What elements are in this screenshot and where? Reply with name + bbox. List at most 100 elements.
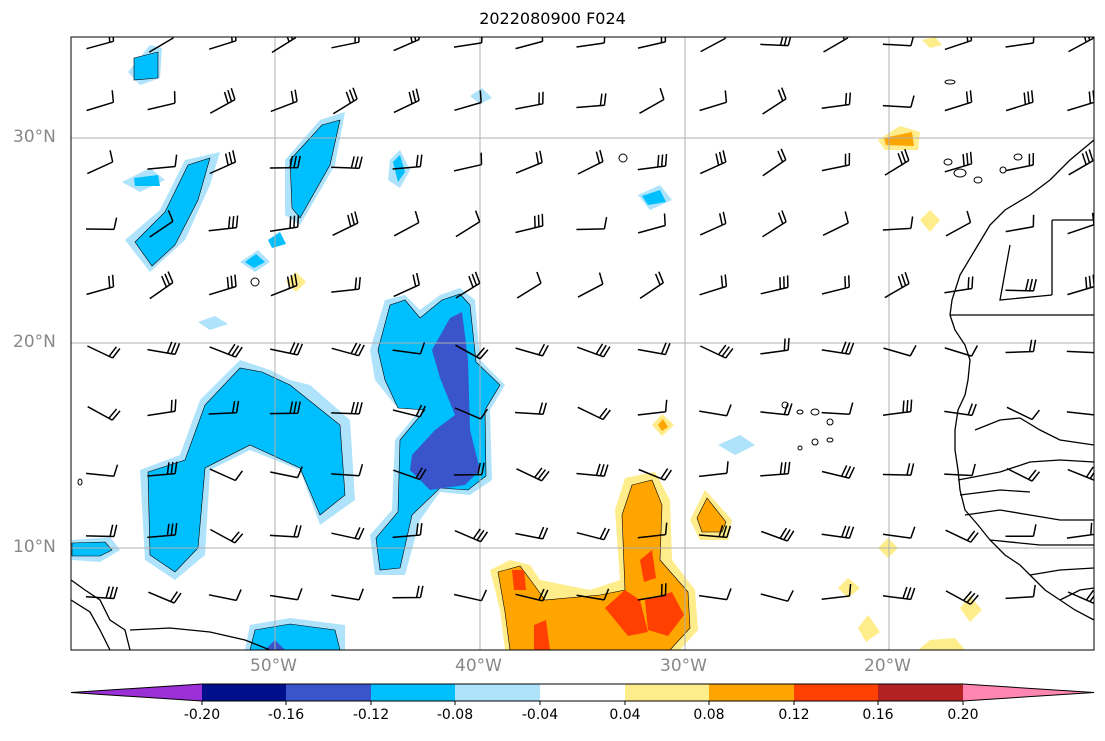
wind-barb: [1066, 522, 1094, 539]
colorbar-segment: [202, 684, 286, 701]
wind-barb: [699, 525, 732, 539]
wind-barb: [147, 154, 178, 170]
colorbar-tick-label: 0.16: [862, 707, 894, 723]
wind-barb: [1005, 339, 1037, 354]
positive-contours: [286, 37, 982, 650]
wind-barb: [85, 586, 118, 600]
wind-barb: [332, 211, 359, 236]
wind-barb: [147, 91, 176, 111]
wind-barb: [576, 588, 610, 601]
wind-barb: [699, 150, 727, 175]
wind-barb: [209, 528, 244, 544]
map-title: 2022080900 F024: [479, 9, 626, 28]
colorbar-segment: [709, 684, 794, 701]
lat-label-20n: 20°N: [13, 332, 56, 352]
wind-barb: [454, 407, 489, 420]
wind-barb: [455, 344, 489, 360]
wind-barb: [392, 342, 426, 355]
wind-barb: [270, 466, 303, 479]
wind-barb: [1067, 90, 1094, 112]
wind-barb: [576, 37, 606, 48]
wind-barb: [455, 210, 481, 238]
colorbar-segment: [371, 684, 455, 701]
wind-barb: [760, 402, 793, 416]
wind-barb: [698, 588, 732, 601]
wind-barb: [822, 211, 849, 236]
wind-barb: [944, 403, 977, 417]
wind-barb: [86, 274, 115, 296]
wind-barb: [945, 590, 979, 605]
wind-barb: [760, 461, 791, 477]
wind-barb: [576, 216, 608, 231]
wind-barb: [209, 87, 236, 114]
wind-barb: [393, 467, 427, 481]
wind-barb: [762, 148, 787, 177]
wind-barb: [637, 153, 668, 171]
colorbar-segment: [540, 684, 625, 701]
wind-barb: [821, 341, 855, 355]
colorbar-tick-label: -0.04: [521, 707, 559, 723]
wind-barb: [87, 406, 121, 421]
colorbar-segment: [286, 684, 371, 701]
coastlines: [71, 139, 1094, 650]
lon-label-30w: 30°W: [660, 656, 707, 676]
wind-barb: [1067, 212, 1094, 235]
wind-barb: [637, 522, 668, 539]
wind-barb: [944, 151, 973, 173]
wind-barb: [760, 338, 790, 355]
wind-barb: [86, 37, 115, 50]
wind-barb: [1005, 37, 1035, 48]
lon-label-40w: 40°W: [455, 656, 502, 676]
colorbar-tick-label: -0.12: [352, 707, 390, 723]
wind-barb: [393, 272, 421, 298]
wind-barb: [1067, 466, 1094, 481]
wind-barb: [821, 525, 855, 539]
wind-barb: [332, 87, 358, 115]
wind-barb: [270, 342, 304, 356]
map-field: [71, 37, 1094, 650]
wind-barb: [453, 37, 483, 48]
lon-label-50w: 50°W: [250, 656, 297, 676]
wind-barb: [331, 463, 364, 477]
wind-barb: [945, 529, 979, 543]
wind-barb: [637, 399, 668, 416]
wind-barb: [945, 210, 972, 237]
wind-barb: [147, 523, 178, 539]
wind-barb: [882, 399, 913, 416]
wind-barb: [208, 274, 237, 296]
wind-barb: [393, 37, 421, 52]
colorbar-segment: [625, 684, 709, 701]
wind-barb: [944, 37, 973, 51]
wind-barb: [577, 272, 604, 298]
wind-barb: [882, 216, 914, 231]
colorbar-segment: [455, 684, 540, 701]
wind-barb: [208, 215, 239, 232]
wind-barb: [269, 155, 301, 169]
wind-barb: [86, 150, 114, 175]
colorbar-tick-label: 0.08: [693, 707, 725, 723]
wind-barb: [147, 461, 178, 477]
wind-barb: [577, 406, 611, 421]
wind-barb: [269, 401, 301, 415]
wind-barb: [331, 37, 360, 49]
wind-barb: [1005, 278, 1037, 292]
wind-barb: [699, 344, 734, 359]
wind-barb: [882, 586, 916, 601]
wind-barb: [882, 37, 915, 47]
wind-barb: [882, 463, 915, 476]
grid-lines: [71, 37, 1094, 650]
wind-barb: [208, 400, 240, 415]
colorbar-segment: [878, 684, 963, 701]
wind-barb: [944, 276, 974, 294]
wind-barb: [882, 95, 915, 108]
wind-barb: [577, 149, 604, 175]
wind-barb: [209, 468, 244, 482]
wind-barb: [86, 90, 115, 112]
wind-barb: [1005, 584, 1036, 600]
wind-barb: [515, 213, 544, 234]
wind-barb: [1066, 411, 1094, 416]
wind-barb: [639, 87, 665, 114]
wind-barb: [1067, 589, 1094, 604]
colorbar-tick-label: -0.16: [267, 707, 305, 723]
